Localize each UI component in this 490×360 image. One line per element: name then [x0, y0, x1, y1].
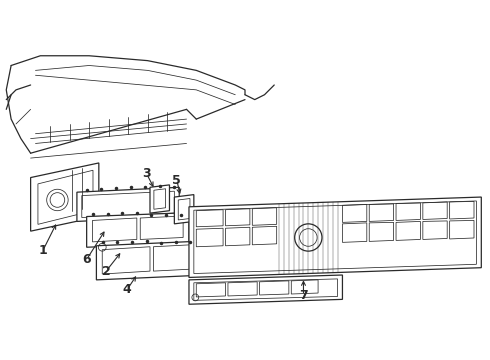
Text: 4: 4	[122, 283, 131, 296]
Polygon shape	[150, 185, 170, 213]
Polygon shape	[189, 275, 343, 304]
Text: 3: 3	[142, 167, 151, 180]
Polygon shape	[97, 241, 206, 280]
Polygon shape	[77, 187, 179, 221]
Text: 6: 6	[82, 253, 91, 266]
Text: 1: 1	[38, 244, 47, 257]
Polygon shape	[189, 197, 481, 278]
Polygon shape	[30, 163, 99, 231]
Text: 7: 7	[299, 289, 308, 302]
Text: 5: 5	[172, 174, 181, 186]
Text: 2: 2	[102, 265, 111, 278]
Polygon shape	[87, 213, 189, 247]
Polygon shape	[174, 195, 194, 224]
